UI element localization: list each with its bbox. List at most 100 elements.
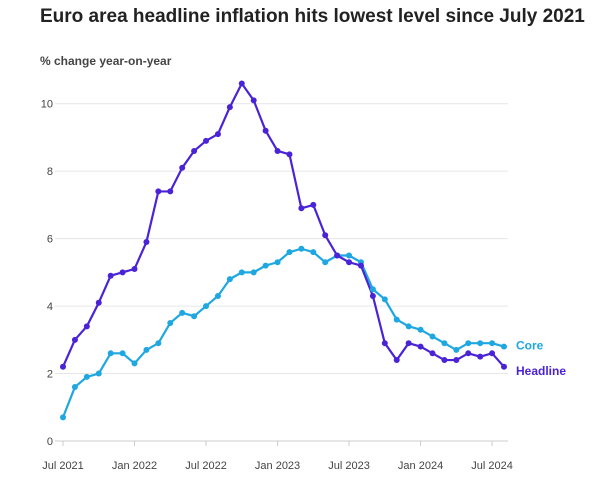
data-point-headline: [453, 357, 460, 364]
data-point-headline: [191, 147, 198, 154]
data-point-core: [95, 370, 102, 377]
series-line-headline: [61, 82, 505, 368]
data-point-headline: [131, 265, 138, 272]
data-point-headline: [501, 363, 507, 370]
x-tick-label: Jan 2023: [255, 460, 300, 472]
data-point-core: [143, 346, 150, 353]
data-point-headline: [226, 104, 233, 111]
data-point-headline: [214, 131, 221, 138]
data-point-headline: [71, 336, 78, 343]
series-labels: Headline Core: [516, 339, 566, 378]
data-point-headline: [95, 299, 102, 306]
data-point-core: [465, 340, 472, 347]
data-point-core: [60, 414, 66, 421]
data-point-core: [501, 343, 507, 350]
data-point-headline: [83, 323, 90, 330]
data-point-headline: [489, 350, 496, 357]
data-point-core: [131, 360, 138, 367]
x-tick-label: Jul 2022: [185, 460, 227, 472]
data-point-headline: [477, 353, 484, 360]
y-tick-label: 4: [47, 301, 53, 313]
data-point-core: [453, 346, 460, 353]
data-point-core: [262, 262, 269, 269]
data-point-headline: [286, 151, 293, 158]
y-axis-label: % change year-on-year: [40, 54, 172, 68]
x-tick-label: Jan 2024: [398, 460, 443, 472]
data-point-headline: [179, 164, 186, 171]
data-point-core: [381, 296, 388, 303]
y-tick-labels: 0 2 4 6 8 10: [41, 99, 53, 448]
data-point-headline: [155, 188, 162, 195]
data-point-headline: [381, 340, 388, 347]
data-point-core: [203, 303, 210, 310]
data-point-core: [286, 249, 293, 256]
data-point-headline: [310, 201, 317, 208]
data-point-headline: [346, 259, 353, 266]
data-point-headline: [250, 97, 257, 104]
data-point-headline: [322, 232, 329, 239]
data-point-headline: [441, 357, 448, 364]
data-point-headline: [465, 350, 472, 357]
data-point-core: [441, 340, 448, 347]
x-tick-labels: Jul 2021 Jan 2022 Jul 2022 Jan 2023 Jul 2023…: [42, 441, 513, 472]
data-point-headline: [203, 137, 210, 144]
data-point-headline: [417, 343, 424, 350]
y-tick-label: 10: [41, 99, 53, 111]
y-tick-label: 8: [47, 166, 53, 178]
data-point-core: [393, 316, 400, 323]
data-point-core: [417, 326, 424, 333]
data-point-core: [405, 323, 412, 330]
y-tick-label: 0: [47, 436, 53, 448]
data-point-core: [107, 350, 114, 357]
data-point-headline: [143, 239, 150, 246]
y-tick-label: 2: [47, 369, 53, 381]
data-point-core: [191, 313, 198, 320]
data-point-headline: [238, 80, 245, 87]
data-point-core: [369, 286, 376, 293]
series-label-headline: Headline: [516, 364, 566, 378]
data-point-headline: [393, 357, 400, 364]
data-point-headline: [107, 272, 114, 279]
data-point-headline: [357, 262, 364, 269]
data-point-core: [477, 340, 484, 347]
data-point-core: [179, 309, 186, 316]
series-line-core: [61, 247, 505, 418]
x-tick-label: Jan 2022: [112, 460, 157, 472]
data-point-core: [214, 292, 221, 299]
chart-title: Euro area headline inflation hits lowest…: [40, 6, 585, 27]
data-point-core: [310, 249, 317, 256]
data-point-core: [298, 245, 305, 252]
data-point-core: [346, 252, 353, 259]
series-points: [60, 80, 507, 421]
data-point-headline: [119, 269, 126, 276]
data-point-headline: [60, 363, 66, 370]
data-point-core: [322, 259, 329, 266]
data-point-headline: [274, 147, 281, 154]
data-point-core: [489, 340, 496, 347]
data-point-core: [119, 350, 126, 357]
data-point-core: [429, 333, 436, 340]
data-point-headline: [167, 188, 174, 195]
x-tick-label: Jul 2021: [42, 460, 84, 472]
x-tick-label: Jul 2023: [328, 460, 370, 472]
data-point-core: [155, 340, 162, 347]
series-lines: [61, 82, 505, 418]
y-tick-label: 6: [47, 234, 53, 246]
data-point-headline: [405, 340, 412, 347]
data-point-core: [71, 384, 78, 391]
data-point-headline: [429, 350, 436, 357]
data-point-headline: [262, 127, 269, 134]
data-point-core: [250, 269, 257, 276]
data-point-core: [274, 259, 281, 266]
data-point-core: [226, 276, 233, 283]
data-point-core: [238, 269, 245, 276]
x-tick-label: Jul 2024: [471, 460, 513, 472]
series-label-core: Core: [516, 339, 544, 353]
data-point-core: [167, 319, 174, 326]
data-point-headline: [334, 252, 341, 259]
grid-lines: [55, 103, 508, 442]
data-point-headline: [369, 292, 376, 299]
data-point-core: [83, 373, 90, 380]
data-point-headline: [298, 205, 305, 212]
